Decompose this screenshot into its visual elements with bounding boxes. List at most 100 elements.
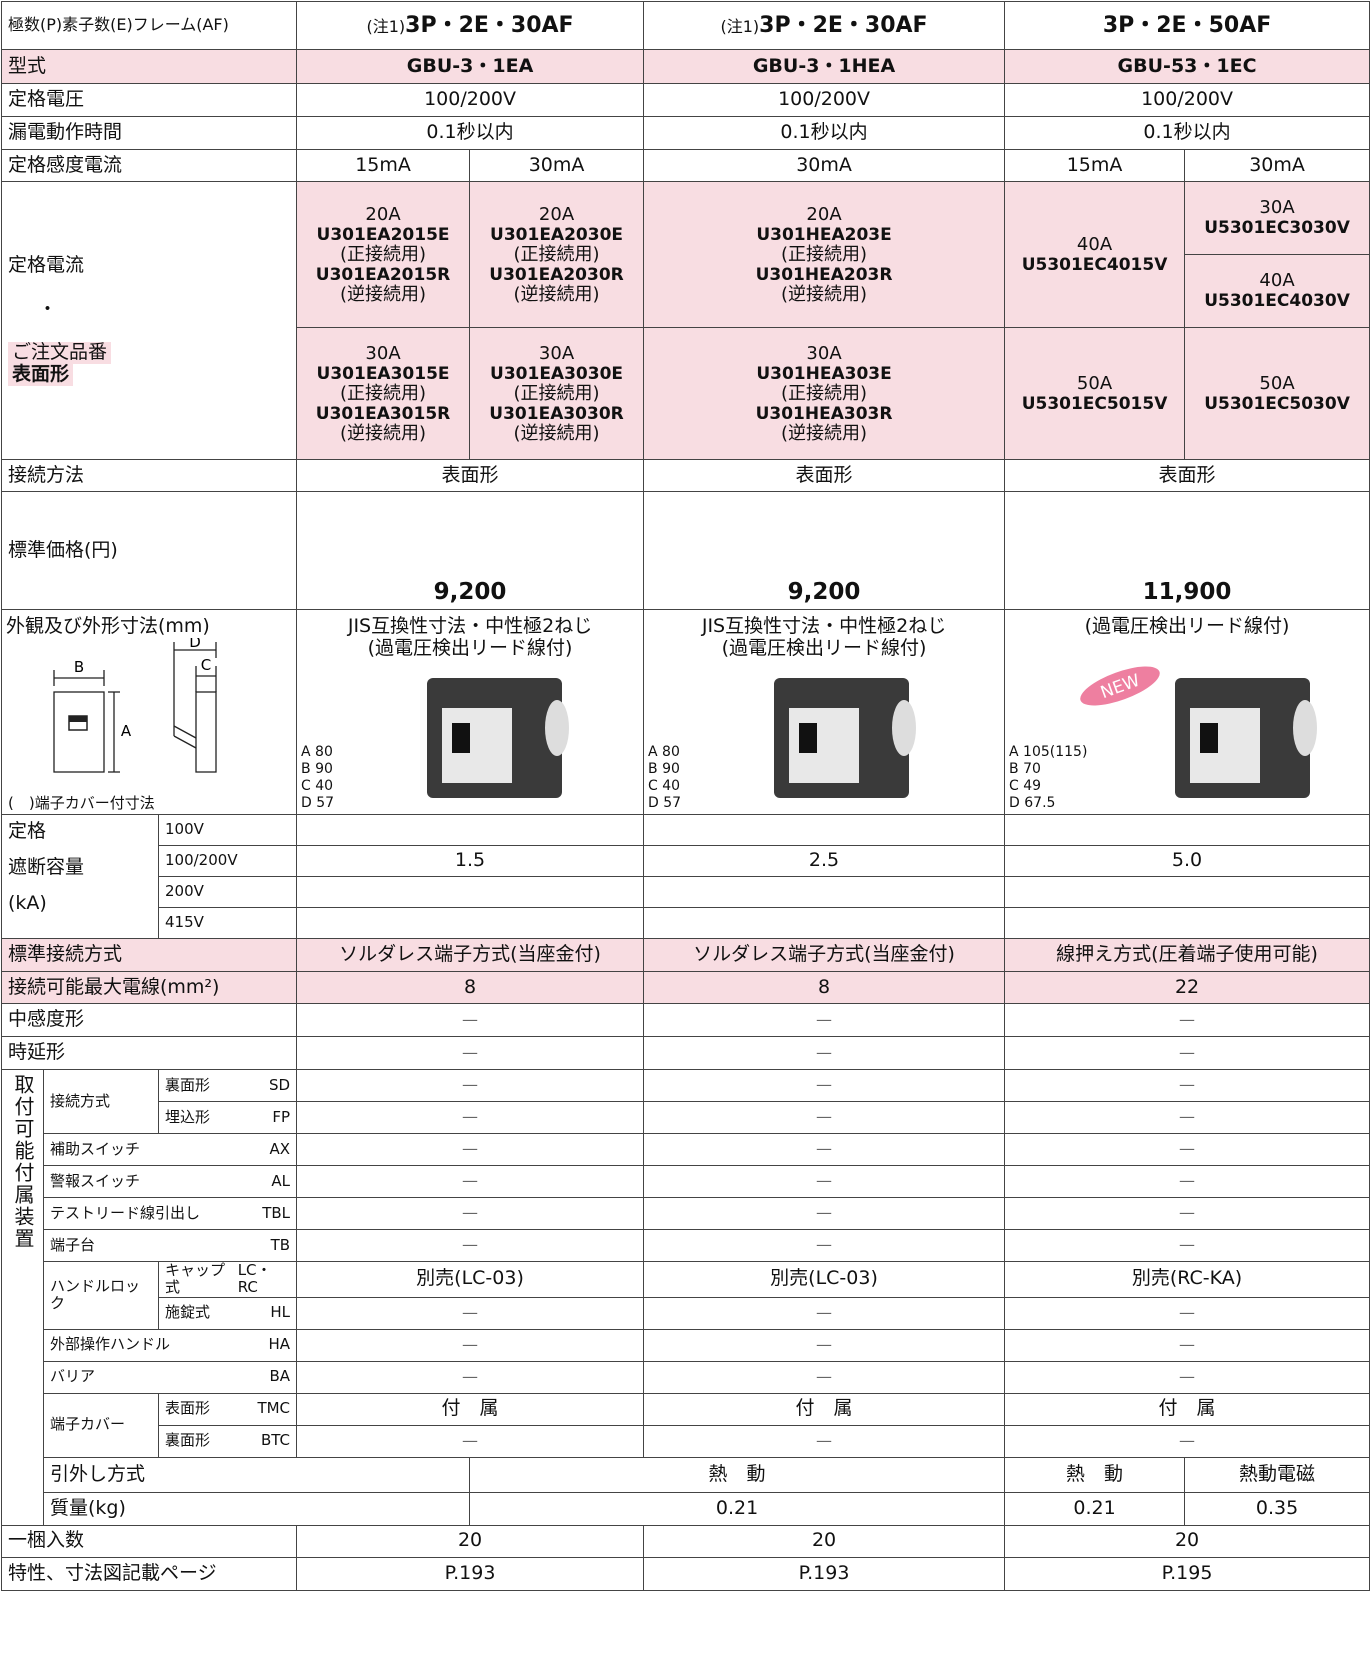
value-cell: 9,200 bbox=[643, 491, 1006, 610]
table-row: 質量(kg) 0.21 0.21 0.35 bbox=[2, 1491, 1370, 1526]
current-line: 30A bbox=[1259, 197, 1295, 218]
dimension-list: A 80 B 90 C 40 D 57 bbox=[301, 744, 334, 812]
diagram-letter: B bbox=[74, 658, 84, 676]
value-cell: 0.21 bbox=[469, 1491, 1006, 1526]
value-cell: — bbox=[1004, 1003, 1370, 1037]
value-cell: 22 bbox=[1004, 971, 1370, 1004]
item-name: 端子台 bbox=[50, 1235, 96, 1254]
current-line: (逆接続用) bbox=[340, 422, 427, 444]
current-line: (正接続用) bbox=[513, 382, 600, 404]
accessory-value: — bbox=[1004, 1424, 1370, 1458]
value-cell: 熱 動 bbox=[469, 1456, 1006, 1493]
appearance-title: 外観及び外形寸法(mm) bbox=[6, 615, 210, 637]
accessory-value: 付 属 bbox=[296, 1392, 645, 1426]
accessory-value: — bbox=[296, 1424, 645, 1458]
accessory-value: — bbox=[1004, 1296, 1370, 1330]
table-row: 時延形 — — — bbox=[0, 1036, 1370, 1070]
row-label: 標準価格(円) bbox=[0, 491, 298, 610]
current-label-line: 表面形 bbox=[8, 363, 74, 387]
current-cell: 50A U5301EC5015V bbox=[1004, 327, 1186, 460]
empty-cell bbox=[296, 907, 645, 939]
current-line: U301HEA203R bbox=[755, 264, 893, 285]
value-cell: — bbox=[296, 1036, 645, 1070]
current-line: (逆接続用) bbox=[513, 283, 600, 305]
accessory-value: — bbox=[643, 1101, 1006, 1134]
item-code: SD bbox=[268, 1075, 291, 1094]
current-line: U301EA2030R bbox=[489, 264, 624, 285]
item-name: 裏面形 bbox=[165, 1075, 211, 1094]
dimension-value: D 57 bbox=[301, 795, 335, 811]
current-line: (正接続用) bbox=[513, 243, 600, 265]
value-cell: 100/200V bbox=[296, 83, 645, 117]
item-cell: 端子台 TB bbox=[42, 1229, 298, 1262]
empty-cell bbox=[296, 876, 645, 908]
current-cell: 30A U301HEA303E (正接続用) U301HEA303R (逆接続用) bbox=[643, 327, 1006, 460]
item-code: HA bbox=[268, 1335, 291, 1354]
current-cell: 30A U301EA3030E (正接続用) U301EA3030R (逆接続用) bbox=[469, 327, 645, 460]
item-name: 表面形 bbox=[165, 1399, 211, 1418]
table-row: 特性、寸法図記載ページ P.193 P.193 P.195 bbox=[0, 1556, 1370, 1591]
current-line: 50A bbox=[1259, 372, 1295, 394]
value-cell: 熱 動 bbox=[1004, 1456, 1186, 1493]
diagram-letter: C bbox=[201, 656, 211, 674]
table-row: 100/200V 1.5 2.5 5.0 bbox=[2, 845, 1370, 877]
breaker-front bbox=[53, 691, 105, 773]
table-row: 40A U5301EC4030V bbox=[2, 254, 1370, 328]
item-group: 端子カバー bbox=[43, 1392, 159, 1458]
current-line: U5301EC3030V bbox=[1204, 218, 1350, 238]
table-row: 定格電圧 100/200V 100/200V 100/200V bbox=[0, 83, 1370, 117]
current-line: 20A bbox=[538, 203, 575, 225]
current-line: (正接続用) bbox=[781, 382, 868, 404]
current-line: U301EA3015E bbox=[316, 363, 450, 384]
value-cell: 8 bbox=[296, 971, 645, 1004]
accessory-value: — bbox=[296, 1133, 645, 1166]
item-name-code: テストリード線引出し TBL bbox=[50, 1203, 290, 1222]
table-row: 415V bbox=[2, 907, 1370, 939]
value-cell: 9,200 bbox=[296, 491, 645, 610]
item-name-code: 埋込形 FP bbox=[165, 1108, 290, 1126]
current-cell: 20A U301EA2015E (正接続用) U301EA2015R (逆接続用) bbox=[296, 181, 471, 328]
accessory-value: — bbox=[643, 1069, 1006, 1102]
product-photo bbox=[774, 678, 917, 798]
accessory-value: — bbox=[296, 1165, 645, 1198]
value-cell: 0.35 bbox=[1184, 1491, 1370, 1526]
item-code: BTC bbox=[260, 1431, 291, 1450]
current-line: 30A bbox=[538, 342, 575, 364]
photo-switch bbox=[799, 723, 818, 753]
empty-cell bbox=[643, 814, 1006, 846]
breaking-label: 定格 遮断容量 (kA) bbox=[1, 814, 159, 939]
value-cell: — bbox=[643, 1036, 1006, 1070]
table-body: 極数(P)素子数(E)フレーム(AF) (注1)3P・2E・30AF (注1)3P・… bbox=[0, 1, 1370, 1591]
accessories-label: 取付可能付属装置 bbox=[1, 1069, 44, 1526]
dimension-value: A 80 bbox=[648, 744, 680, 760]
breaker-side bbox=[195, 691, 217, 773]
product-photo bbox=[1175, 678, 1318, 798]
empty-cell bbox=[1004, 814, 1370, 846]
table-row: 取付可能付属装置 接続方式 裏面形 SD — — — bbox=[1, 1069, 1370, 1526]
table-row: 標準価格(円) 9,200 9,200 11,900 bbox=[0, 491, 1370, 610]
accessory-value: — bbox=[1004, 1133, 1370, 1166]
accessory-value: — bbox=[643, 1133, 1006, 1166]
item-cell: バリア BA bbox=[42, 1360, 298, 1394]
dimension-value: C 40 bbox=[301, 778, 334, 794]
item-name: テストリード線引出し bbox=[50, 1203, 201, 1222]
accessory-value: — bbox=[643, 1424, 1006, 1458]
current-line: U301HEA303E bbox=[756, 363, 892, 384]
current-line: (逆接続用) bbox=[340, 283, 427, 305]
table-row: 定格 遮断容量 (kA) 100V bbox=[1, 814, 1370, 939]
current-line: U5301EC4030V bbox=[1204, 291, 1350, 311]
value-cell: 20 bbox=[1004, 1524, 1370, 1558]
item-name-code: 裏面形 SD bbox=[165, 1075, 291, 1094]
table-row: 型式 GBU-3・1EA GBU-3・1HEA GBU-53・1EC bbox=[0, 49, 1370, 84]
current-line: U5301EC5030V bbox=[1204, 393, 1350, 414]
accessory-value: — bbox=[1004, 1328, 1370, 1362]
current-line: U301EA2015R bbox=[315, 264, 451, 285]
value-cell: GBU-3・1EA bbox=[296, 49, 645, 84]
table-row: 引外し方式熱 動熱 動熱動電磁 bbox=[2, 1456, 1370, 1493]
current-line: (正接続用) bbox=[340, 382, 427, 404]
current-line: 40A bbox=[1259, 270, 1295, 291]
appearance-description: (過電圧検出リード線付) bbox=[1084, 615, 1290, 637]
row-label: 質量(kg) bbox=[42, 1491, 471, 1526]
accessory-value: — bbox=[643, 1328, 1006, 1362]
item-code: LC・RC bbox=[237, 1261, 272, 1297]
